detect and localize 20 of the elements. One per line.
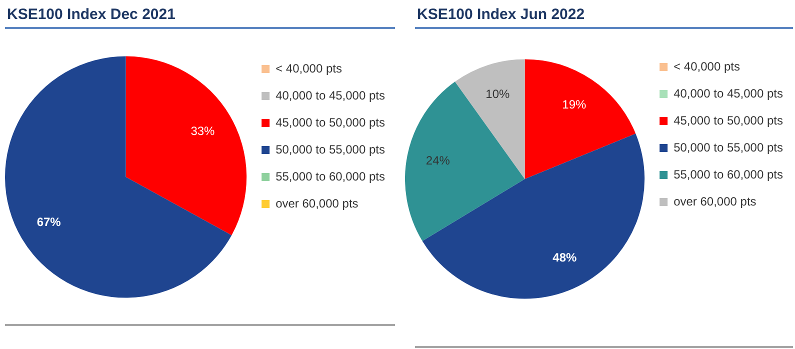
legend-label: 40,000 to 45,000 pts: [276, 88, 386, 102]
legend-label: 45,000 to 50,000 pts: [674, 113, 784, 128]
legend-label: 55,000 to 60,000 pts: [276, 169, 386, 184]
legend-label: < 40,000 pts: [276, 61, 342, 76]
data-label: 10%: [486, 86, 510, 101]
data-label: 19%: [562, 98, 587, 112]
data-label: 24%: [426, 154, 450, 168]
data-label: 67%: [36, 214, 62, 229]
legend-label: < 40,000 pts: [674, 59, 740, 74]
legend-label: 45,000 to 50,000 pts: [276, 115, 386, 130]
legend-label: over 60,000 pts: [674, 194, 756, 208]
chart-title: KSE100 Index Dec 2021: [5, 0, 395, 29]
legend-label: 50,000 to 55,000 pts: [674, 140, 784, 154]
legend-label: 50,000 to 55,000 pts: [276, 142, 386, 156]
legend-label: 40,000 to 45,000 pts: [674, 86, 784, 100]
data-label: 33%: [190, 124, 216, 138]
legend-label: 55,000 to 60,000 pts: [674, 167, 784, 182]
chart-title: KSE100 Index Jun 2022: [415, 0, 793, 29]
data-label: 48%: [552, 250, 577, 264]
legend-label: over 60,000 pts: [276, 196, 358, 210]
